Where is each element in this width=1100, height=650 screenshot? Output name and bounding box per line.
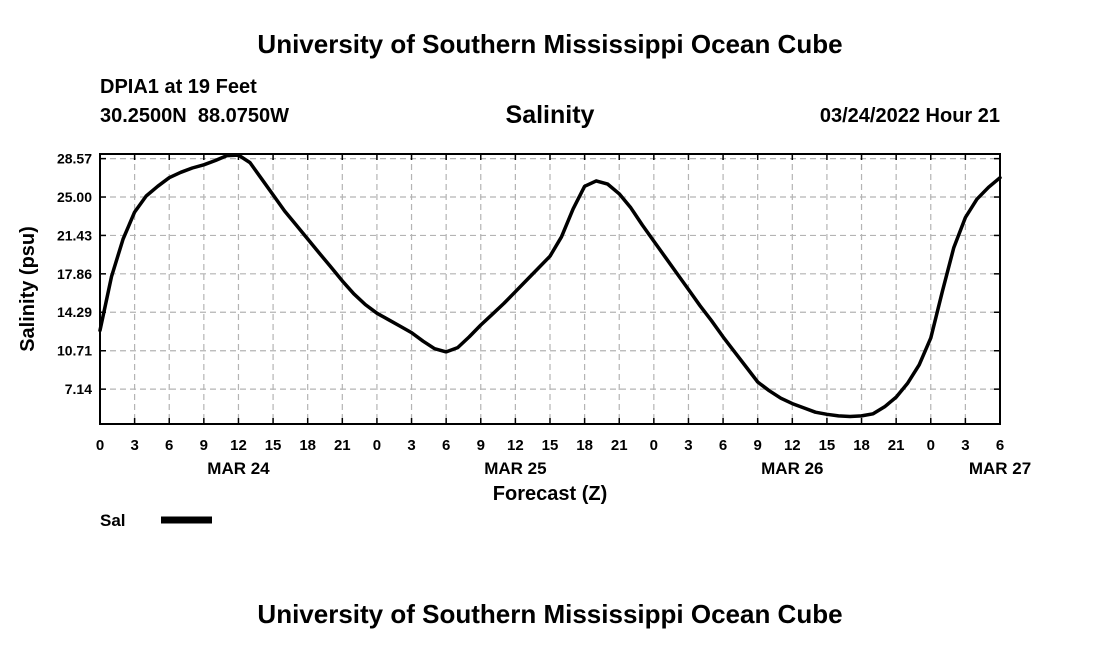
- station-label: DPIA1 at 19 Feet: [100, 76, 257, 98]
- coordinates-label: 30.2500N 88.0750W: [100, 105, 290, 127]
- legend: Sal: [100, 511, 212, 530]
- x-date-label: MAR 24: [207, 459, 270, 478]
- y-tick-label: 7.14: [65, 381, 92, 397]
- y-tick-label: 10.71: [57, 343, 92, 359]
- x-tick-label: 3: [684, 437, 692, 454]
- chart-title: Salinity: [505, 101, 595, 129]
- x-tick-label: 12: [784, 437, 801, 454]
- y-tick-label: 25.00: [57, 189, 92, 205]
- x-tick-label: 18: [576, 437, 593, 454]
- x-tick-label: 6: [442, 437, 450, 454]
- x-tick-label: 15: [819, 437, 836, 454]
- x-tick-label: 15: [542, 437, 559, 454]
- axis-ticks: 0 3 6 9 12 15 18 21 0 3 6 9 12 15 18 21 0 3 6 9 12 15 18 21 0 3 6 2…: [57, 151, 1031, 478]
- x-tick-label: 15: [265, 437, 282, 454]
- x-tick-label: 9: [200, 437, 208, 454]
- x-date-label: MAR 25: [484, 459, 546, 478]
- y-tick-label: 21.43: [57, 227, 92, 243]
- x-tick-label: 18: [299, 437, 316, 454]
- x-date-label: MAR 27: [969, 459, 1031, 478]
- y-axis-title: Salinity (psu): [17, 226, 39, 352]
- x-tick-label: 3: [130, 437, 138, 454]
- x-tick-label: 3: [961, 437, 969, 454]
- y-tick-label: 17.86: [57, 266, 92, 282]
- y-tick-label: 28.57: [57, 151, 92, 167]
- grid-lines: [100, 154, 1000, 424]
- x-date-label: MAR 26: [761, 459, 823, 478]
- page-title: University of Southern Mississippi Ocean…: [257, 29, 843, 59]
- x-tick-label: 6: [719, 437, 727, 454]
- x-tick-label: 0: [96, 437, 104, 454]
- x-axis-title: Forecast (Z): [493, 483, 607, 505]
- legend-label: Sal: [100, 511, 126, 530]
- x-tick-label: 0: [373, 437, 381, 454]
- footer-title: University of Southern Mississippi Ocean…: [257, 599, 843, 629]
- x-tick-label: 21: [888, 437, 905, 454]
- x-tick-label: 6: [165, 437, 173, 454]
- x-tick-label: 0: [927, 437, 935, 454]
- x-tick-label: 3: [407, 437, 415, 454]
- series-line-sal: [98, 153, 1002, 419]
- x-tick-label: 12: [230, 437, 247, 454]
- y-tick-label: 14.29: [57, 304, 92, 320]
- x-tick-label: 9: [754, 437, 762, 454]
- x-tick-label: 21: [611, 437, 628, 454]
- x-tick-label: 9: [477, 437, 485, 454]
- x-tick-label: 6: [996, 437, 1004, 454]
- x-tick-label: 0: [650, 437, 658, 454]
- forecast-timestamp: 03/24/2022 Hour 21: [819, 105, 1000, 127]
- x-tick-label: 18: [853, 437, 870, 454]
- x-tick-label: 21: [334, 437, 351, 454]
- x-tick-label: 12: [507, 437, 524, 454]
